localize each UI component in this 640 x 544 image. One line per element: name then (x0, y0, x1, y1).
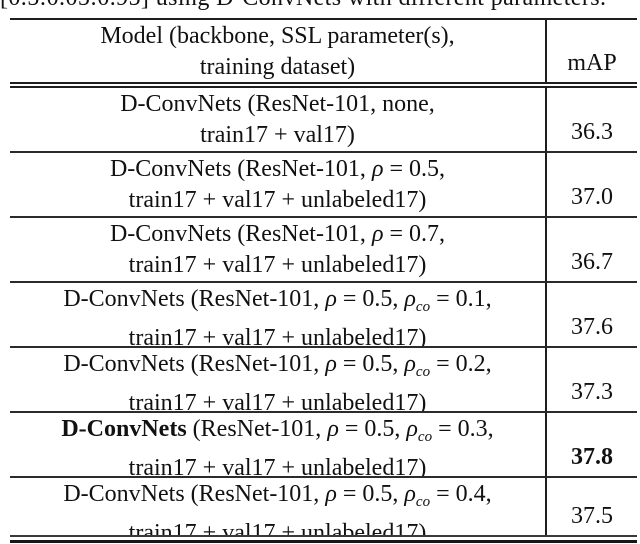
table-row: D-ConvNets (ResNet-101, ρ = 0.7, train17… (10, 218, 637, 283)
map-value: 36.7 (545, 218, 637, 281)
model-line1: D-ConvNets (ResNet-101, ρ = 0.5, ρco = 0… (61, 416, 494, 445)
table-row: D-ConvNets (ResNet-101, ρ = 0.5, ρco = 0… (10, 348, 637, 413)
model-line1: D-ConvNets (ResNet-101, ρ = 0.5, ρco = 0… (63, 481, 492, 510)
table-bottom-rule (10, 535, 637, 543)
table-row: D-ConvNets (ResNet-101, none, train17 + … (10, 88, 637, 153)
model-line2: train17 + val17) (200, 122, 355, 148)
model-line2: train17 + val17 + unlabeled17) (128, 390, 427, 411)
model-line2: train17 + val17 + unlabeled17) (128, 187, 427, 213)
model-cell: D-ConvNets (ResNet-101, none, train17 + … (10, 88, 545, 151)
header-model-line1: Model (backbone, SSL parameter(s), (100, 23, 455, 49)
model-cell: D-ConvNets (ResNet-101, ρ = 0.5, ρco = 0… (10, 413, 545, 476)
map-value: 37.5 (545, 478, 637, 535)
map-value: 37.6 (545, 283, 637, 346)
model-line1: D-ConvNets (ResNet-101, ρ = 0.5, ρco = 0… (63, 351, 492, 380)
map-value: 37.8 (545, 413, 637, 476)
model-line2: train17 + val17 + unlabeled17) (128, 252, 427, 278)
header-model-line2: training dataset) (199, 54, 356, 80)
caption-text: [0.5:0.05:0.95] using D-ConvNets with di… (0, 0, 640, 13)
model-line1: D-ConvNets (ResNet-101, ρ = 0.7, (109, 221, 446, 247)
header-model-cell: Model (backbone, SSL parameter(s), train… (10, 20, 545, 82)
table-row: D-ConvNets (ResNet-101, ρ = 0.5, ρco = 0… (10, 283, 637, 348)
model-cell: D-ConvNets (ResNet-101, ρ = 0.5, ρco = 0… (10, 283, 545, 346)
results-table: Model (backbone, SSL parameter(s), train… (10, 18, 637, 543)
model-cell: D-ConvNets (ResNet-101, ρ = 0.5, train17… (10, 153, 545, 216)
model-line1: D-ConvNets (ResNet-101, none, (120, 91, 435, 117)
model-line2: train17 + val17 + unlabeled17) (128, 455, 427, 476)
model-cell: D-ConvNets (ResNet-101, ρ = 0.5, ρco = 0… (10, 478, 545, 535)
header-double-rule (10, 82, 637, 88)
clipped-caption: [0.5:0.05:0.95] using D-ConvNets with di… (0, 0, 640, 13)
header-map-cell: mAP (545, 20, 637, 82)
model-cell: D-ConvNets (ResNet-101, ρ = 0.7, train17… (10, 218, 545, 281)
model-line2: train17 + val17 + unlabeled17) (128, 520, 427, 535)
model-cell: D-ConvNets (ResNet-101, ρ = 0.5, ρco = 0… (10, 348, 545, 411)
table-header-row: Model (backbone, SSL parameter(s), train… (10, 20, 637, 82)
map-value: 37.3 (545, 348, 637, 411)
model-line1: D-ConvNets (ResNet-101, ρ = 0.5, ρco = 0… (63, 286, 492, 315)
map-value: 36.3 (545, 88, 637, 151)
table-row-highlighted: D-ConvNets (ResNet-101, ρ = 0.5, ρco = 0… (10, 413, 637, 478)
model-line2: train17 + val17 + unlabeled17) (128, 325, 427, 346)
map-value: 37.0 (545, 153, 637, 216)
table-row: D-ConvNets (ResNet-101, ρ = 0.5, train17… (10, 153, 637, 218)
table-row: D-ConvNets (ResNet-101, ρ = 0.5, ρco = 0… (10, 478, 637, 535)
table-top-rule (10, 18, 637, 20)
model-line1: D-ConvNets (ResNet-101, ρ = 0.5, (109, 156, 446, 182)
